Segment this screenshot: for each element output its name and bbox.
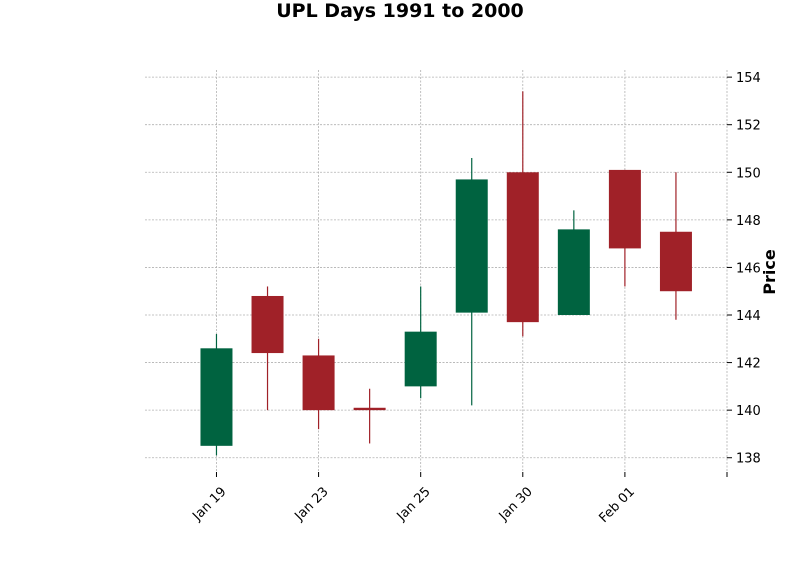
candle-up [404,286,437,399]
candle-body [506,172,539,323]
x-tick-label: Jan 30 [496,484,536,524]
y-axis-label: Price [760,249,779,295]
chart-title: UPL Days 1991 to 2000 [276,0,524,22]
y-tick-label: 146 [736,261,761,276]
y-tick-label: 152 [736,119,761,134]
candle-down [251,286,284,411]
candle-body [404,331,437,387]
y-tick-label: 154 [736,71,761,86]
candle-body [251,295,284,354]
candle-up [200,334,233,456]
x-tick-label: Jan 25 [394,484,434,524]
candle-body [608,169,641,249]
y-axis: 138 140 142 144 146 148 150 152 154 [727,71,761,467]
candle-body [557,229,590,316]
candle-body [659,231,692,292]
candle-body [455,179,488,313]
candle-down [659,172,692,320]
candle-down [302,338,335,430]
candles [200,91,692,456]
candle-up [557,210,590,316]
candle-body [353,407,386,411]
y-tick-label: 142 [736,357,761,372]
candle-up [455,158,488,406]
x-axis: Jan 19 Jan 23 Jan 25 Jan 30 Feb 01 [189,472,728,526]
y-tick-label: 144 [736,309,761,324]
candle-down [608,169,641,287]
x-tick-label: Jan 23 [292,484,332,524]
y-tick-label: 150 [736,166,761,181]
candle-body [302,355,335,411]
candle-body [200,348,233,446]
candle-down [353,388,386,444]
y-tick-label: 148 [736,214,761,229]
y-tick-label: 140 [736,404,761,419]
x-tick-label: Feb 01 [596,484,638,526]
y-tick-label: 138 [736,452,761,467]
x-tick-label: Jan 19 [189,484,229,524]
candle-down [506,91,539,337]
